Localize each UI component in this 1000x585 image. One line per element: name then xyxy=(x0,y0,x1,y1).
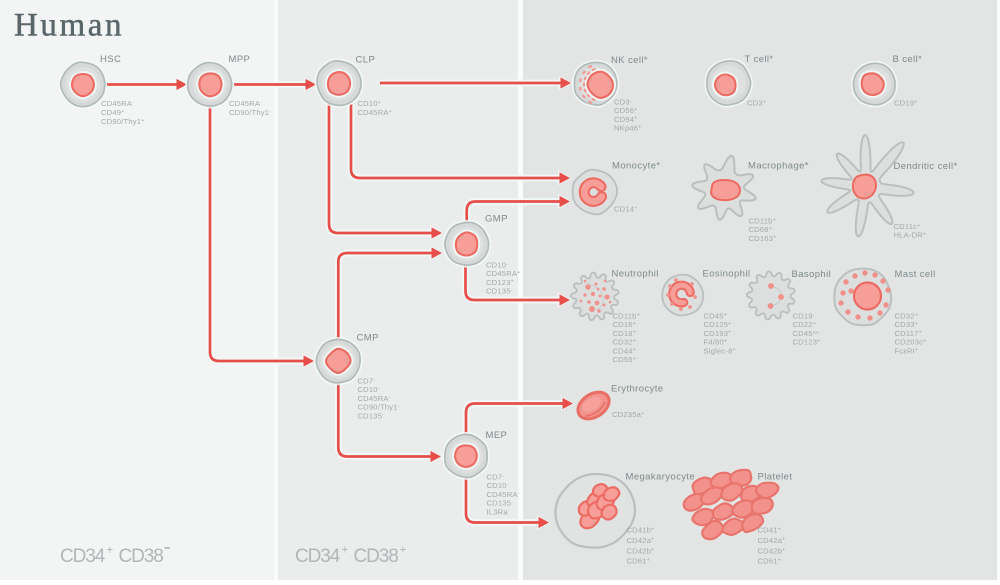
svg-text:CD49+: CD49+ xyxy=(101,108,124,117)
svg-text:MPP: MPP xyxy=(229,54,251,65)
svg-text:CD45RA+: CD45RA+ xyxy=(358,108,392,117)
svg-text:CD45RA-: CD45RA- xyxy=(358,394,391,403)
svg-text:CD41b+: CD41b+ xyxy=(627,526,655,535)
svg-text:CD45+: CD45+ xyxy=(704,312,727,321)
svg-text:CD135-: CD135- xyxy=(358,411,385,420)
svg-text:CD44+: CD44+ xyxy=(613,346,636,355)
svg-text:CD90/Thy1+: CD90/Thy1+ xyxy=(101,117,144,126)
svg-text:CD42b+: CD42b+ xyxy=(758,546,786,555)
svg-text:CD123+: CD123+ xyxy=(793,338,821,347)
svg-text:CD22+: CD22+ xyxy=(793,320,816,329)
svg-text:CD38: CD38 xyxy=(354,546,399,567)
svg-text:CD10-: CD10- xyxy=(487,481,509,490)
svg-text:CD61+: CD61+ xyxy=(758,557,781,566)
svg-text:CD3+: CD3+ xyxy=(747,99,766,108)
svg-text:+: + xyxy=(400,545,407,557)
svg-text:CD34: CD34 xyxy=(60,546,106,567)
svg-text:CD10-: CD10- xyxy=(358,385,380,394)
svg-text:CD55+: CD55+ xyxy=(613,355,636,364)
svg-text:CD42a+: CD42a+ xyxy=(758,536,786,545)
svg-text:F4/80+: F4/80+ xyxy=(704,338,728,347)
svg-text:NK cell*: NK cell* xyxy=(611,55,648,66)
svg-text:CD14+: CD14+ xyxy=(614,205,637,214)
svg-text:CD10+: CD10+ xyxy=(358,99,381,108)
svg-text:CD19+: CD19+ xyxy=(894,99,917,108)
svg-text:CD11b+: CD11b+ xyxy=(749,217,776,226)
svg-text:CD16+: CD16+ xyxy=(613,320,636,329)
svg-text:CD125+: CD125+ xyxy=(704,320,732,329)
svg-text:CD45RA-: CD45RA- xyxy=(487,490,520,499)
svg-text:CD94+: CD94+ xyxy=(614,115,637,124)
svg-text:CD135-: CD135- xyxy=(486,287,513,296)
svg-text:GMP: GMP xyxy=(485,214,508,225)
svg-text:CD32+: CD32+ xyxy=(895,312,918,321)
svg-text:Macrophage*: Macrophage* xyxy=(748,161,809,172)
svg-text:CD90/Thy1-: CD90/Thy1- xyxy=(358,403,400,412)
svg-text:CD45RA-: CD45RA- xyxy=(101,99,134,108)
svg-text:CD11b+: CD11b+ xyxy=(613,312,640,321)
svg-text:CD235a+: CD235a+ xyxy=(612,410,644,419)
svg-text:CD33+: CD33+ xyxy=(895,320,918,329)
svg-text:CD10-: CD10- xyxy=(486,261,508,270)
svg-text:FcεRI+: FcεRI+ xyxy=(895,346,919,355)
svg-text:CD34: CD34 xyxy=(295,546,341,567)
svg-text:CD117+: CD117+ xyxy=(895,329,922,338)
svg-text:CD7-: CD7- xyxy=(358,377,376,386)
svg-text:CD41+: CD41+ xyxy=(758,526,781,535)
svg-text:MEP: MEP xyxy=(486,430,508,441)
svg-text:CD163+: CD163+ xyxy=(749,234,777,243)
svg-text:Platelet: Platelet xyxy=(758,472,793,483)
svg-text:CD123+: CD123+ xyxy=(486,278,514,287)
svg-text:B cell*: B cell* xyxy=(893,54,923,65)
svg-text:Dendritic cell*: Dendritic cell* xyxy=(894,161,958,172)
svg-text:CLP: CLP xyxy=(356,55,376,66)
svg-text:Basophil: Basophil xyxy=(792,269,832,280)
svg-text:NKp46+: NKp46+ xyxy=(614,124,641,133)
svg-text:Monocyte*: Monocyte* xyxy=(612,161,660,172)
svg-text:Erythrocyte: Erythrocyte xyxy=(611,384,663,395)
svg-text:Mast cell: Mast cell xyxy=(895,269,936,280)
svg-text:CD32+: CD32+ xyxy=(613,338,636,347)
svg-text:CD18+: CD18+ xyxy=(613,329,636,338)
svg-text:+: + xyxy=(107,545,114,557)
svg-text:CD45RA+: CD45RA+ xyxy=(486,269,520,278)
svg-text:CD42b+: CD42b+ xyxy=(627,546,655,555)
svg-text:CD19-: CD19- xyxy=(793,312,815,321)
svg-text:CD11c+: CD11c+ xyxy=(894,222,921,231)
svg-text:CD38: CD38 xyxy=(119,546,164,567)
svg-text:CD45RA-: CD45RA- xyxy=(229,99,262,108)
svg-text:Megakaryocyte: Megakaryocyte xyxy=(626,472,696,483)
svg-text:CD45low: CD45low xyxy=(793,329,820,338)
svg-text:CD135-: CD135- xyxy=(487,499,514,508)
svg-text:CD3-: CD3- xyxy=(614,98,632,107)
svg-text:CD42a+: CD42a+ xyxy=(627,536,655,545)
svg-text:CMP: CMP xyxy=(357,333,379,344)
svg-text:CD61+: CD61+ xyxy=(627,557,650,566)
svg-text:IL3Ra-: IL3Ra- xyxy=(487,507,510,516)
svg-text:Eosinophil: Eosinophil xyxy=(703,269,751,280)
svg-text:HSC: HSC xyxy=(100,54,121,65)
svg-text:CD193+: CD193+ xyxy=(704,329,732,338)
svg-text:Human: Human xyxy=(14,8,124,44)
svg-text:CD68+: CD68+ xyxy=(749,225,772,234)
svg-text:T cell*: T cell* xyxy=(745,54,774,65)
svg-text:+: + xyxy=(342,545,349,557)
svg-text:CD203c+: CD203c+ xyxy=(895,338,927,347)
svg-text:Siglec-8+: Siglec-8+ xyxy=(704,346,736,355)
svg-text:Neutrophil: Neutrophil xyxy=(612,269,659,280)
svg-text:CD7-: CD7- xyxy=(487,473,505,482)
svg-text:CD90/Thy1-: CD90/Thy1- xyxy=(229,108,271,117)
svg-text:HLA-DR+: HLA-DR+ xyxy=(894,231,927,240)
svg-text:CD56+: CD56+ xyxy=(614,106,637,115)
